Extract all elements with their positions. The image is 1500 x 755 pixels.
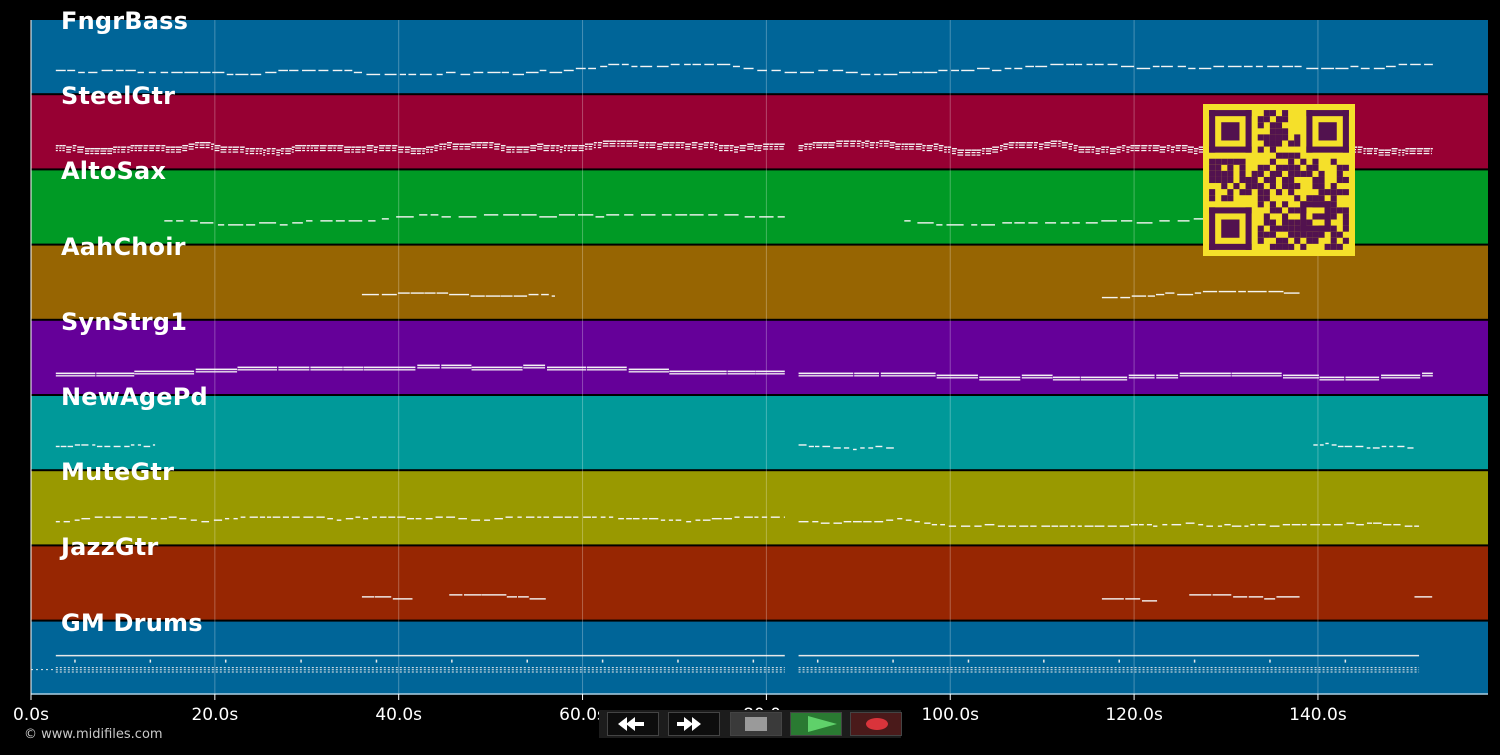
tick-label: 100.0s	[921, 705, 979, 725]
track-name: JazzGtr	[61, 533, 159, 562]
play-icon	[808, 716, 837, 732]
track-name: AahChoir	[61, 232, 186, 261]
track-name: SteelGtr	[61, 82, 176, 111]
track-notes	[55, 63, 1433, 76]
track-notes	[31, 654, 1420, 673]
track-lane	[31, 20, 1488, 94]
track-lane	[31, 320, 1488, 394]
track-name: FngrBass	[61, 7, 189, 35]
play-button[interactable]	[790, 712, 842, 736]
tick-label: 40.0s	[375, 705, 423, 725]
track-lane	[31, 621, 1488, 695]
tick-label: 140.0s	[1289, 705, 1347, 725]
track-lane	[31, 546, 1488, 620]
fast-forward-button[interactable]	[668, 712, 720, 736]
rewind-icon	[618, 717, 644, 731]
track-name: SynStrg1	[61, 307, 188, 336]
qr-code-icon	[1209, 110, 1349, 250]
copyright-text: © www.midifiles.com	[24, 727, 163, 742]
track-notes	[361, 290, 1300, 299]
track-notes	[55, 516, 1420, 527]
tick-label: 60.0s	[559, 705, 606, 725]
track-lane	[31, 396, 1488, 470]
track-notes	[361, 594, 1433, 602]
tick-label: 0.0s	[13, 705, 49, 725]
track-lane	[31, 471, 1488, 545]
record-button[interactable]	[850, 712, 902, 736]
track-name: GM Drums	[61, 608, 203, 637]
stop-icon	[745, 717, 767, 731]
record-icon	[866, 718, 888, 730]
fast-forward-icon	[677, 717, 701, 731]
track-lane	[31, 245, 1488, 319]
track-name: AltoSax	[61, 157, 167, 186]
track-name: NewAgePd	[61, 383, 208, 411]
track-notes	[55, 364, 1433, 381]
transport-controls	[599, 710, 902, 738]
rewind-button[interactable]	[607, 712, 659, 736]
tick-label: 120.0s	[1105, 705, 1163, 725]
track-notes	[164, 214, 1263, 226]
tick-label: 20.0s	[191, 705, 239, 725]
stop-button[interactable]	[730, 712, 782, 736]
track-name: MuteGtr	[61, 458, 175, 487]
track-notes	[55, 442, 1414, 451]
qr-code	[1203, 104, 1355, 256]
